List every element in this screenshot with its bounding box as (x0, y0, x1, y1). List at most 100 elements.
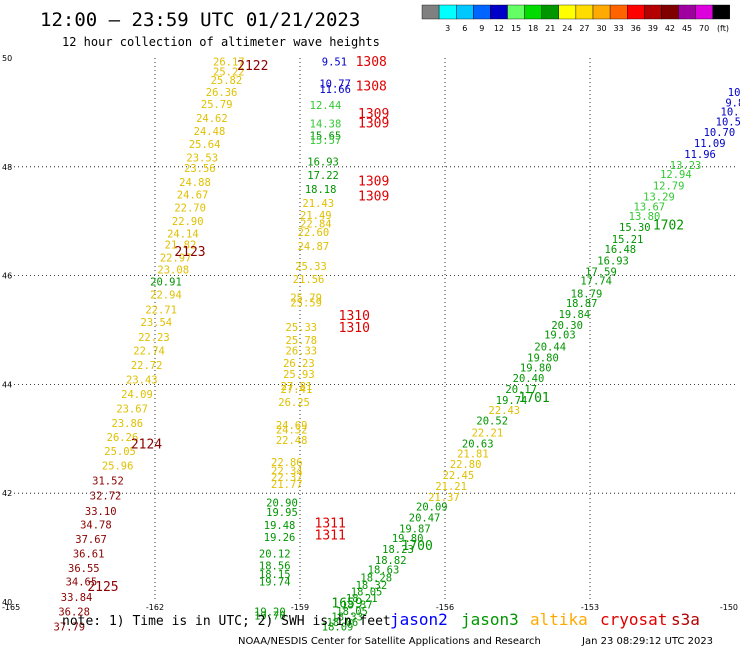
satellite-legend-jason2: jason2 (390, 610, 448, 629)
wave-value: 26.26 (107, 432, 139, 444)
wave-value: 13.80 (629, 211, 661, 223)
wave-value: 22.72 (131, 360, 163, 372)
colorbar-swatch (661, 4, 679, 20)
chart-title: 12:00 – 23:59 UTC 01/21/2023 (40, 9, 360, 31)
wave-value: 15.30 (619, 222, 651, 234)
wave-value: 21.77 (271, 479, 303, 491)
satellite-legend-cryosat: cryosat (600, 610, 667, 629)
track-time-label: 2122 (237, 59, 268, 74)
wave-value: 18.05 (351, 586, 383, 598)
wave-value: 21.43 (302, 198, 334, 210)
x-tick-label: -150 (720, 603, 738, 612)
wave-value: 18.79 (571, 288, 603, 300)
wave-value: 22.94 (150, 289, 182, 301)
colorbar-swatch (575, 4, 594, 20)
track-time-label: 2124 (131, 438, 162, 453)
wave-value: 25.22 (213, 66, 245, 78)
colorbar-swatch (421, 4, 440, 20)
wave-value: 19.48 (264, 520, 296, 532)
wave-value: 9.8 (725, 97, 740, 109)
wave-value: 19.95 (266, 507, 298, 519)
wave-value: 23.43 (126, 374, 158, 386)
wave-value: 19.80 (520, 362, 552, 374)
track-time-label: 1308 (356, 55, 387, 70)
wave-value: 25.05 (104, 446, 136, 458)
colorbar-label: 9 (479, 24, 484, 33)
colorbar-swatch (541, 4, 560, 20)
colorbar-swatch (438, 4, 457, 20)
wave-value: 10.77 (319, 78, 351, 90)
wave-value: 22.90 (172, 216, 204, 228)
track-time-label: 1311 (315, 516, 346, 531)
track-time-label: 1309 (358, 174, 389, 189)
colorbar-swatch (592, 4, 611, 20)
colorbar-label: 36 (631, 24, 641, 33)
wave-value: 11.66 (319, 84, 351, 96)
wave-value: 36.61 (73, 548, 105, 560)
wave-value: 21.21 (435, 481, 467, 493)
wave-value: 24.32 (276, 424, 308, 436)
wave-value: 21.49 (300, 210, 332, 222)
track-time-labels: 2122212321242125130813081309130913091309… (87, 55, 684, 611)
wave-value: 19.80 (392, 533, 424, 545)
wave-value: 21.81 (457, 448, 489, 460)
colorbar-swatch (490, 4, 508, 20)
wave-value: 20.47 (409, 512, 441, 524)
wave-value: 19.74 (496, 395, 528, 407)
wave-value: 37.79 (54, 621, 86, 633)
colorbar-swatch (558, 4, 577, 20)
colorbar-label: 39 (648, 24, 658, 33)
wave-value: 12.94 (660, 169, 692, 181)
wave-value: 26.17 (213, 57, 245, 69)
wave-value: 23.56 (184, 163, 216, 175)
track-time-label: 1702 (653, 218, 684, 233)
wave-value: 25.78 (286, 335, 318, 347)
track-time-label: 1309 (358, 190, 389, 205)
wave-value: 18.23 (382, 544, 414, 556)
wave-value: 25.79 (201, 99, 233, 111)
y-tick-label: 46 (2, 272, 12, 281)
track-time-label: 1308 (356, 80, 387, 95)
wave-value: 10.55 (716, 116, 740, 128)
colorbar-unit: (ft) (717, 24, 729, 33)
wave-value: 33.84 (61, 592, 93, 604)
wave-value: 18.28 (360, 572, 392, 584)
wave-height-values: 26.1725.2225.8226.3625.7924.6224.4825.64… (54, 57, 740, 634)
y-tick-label: 42 (2, 489, 12, 498)
wave-value: 12.79 (653, 181, 685, 193)
wave-value: 20.63 (462, 439, 494, 451)
wave-value: 23.86 (112, 418, 144, 430)
wave-value: 17.74 (580, 275, 612, 287)
track-time-label: 1700 (402, 539, 433, 554)
wave-value: 16.93 (597, 256, 629, 268)
wave-value: 13.29 (643, 192, 675, 204)
wave-value: 26.33 (286, 345, 318, 357)
wave-value: 22.43 (489, 405, 521, 417)
wave-value: 23.54 (141, 317, 173, 329)
wave-value: 17.22 (307, 170, 339, 182)
colorbar-swatch (524, 4, 542, 20)
colorbar-swatch (456, 4, 474, 20)
y-tick-label: 48 (2, 163, 12, 172)
wave-value: 25.93 (283, 369, 315, 381)
track-time-label: 1310 (339, 321, 370, 336)
track-time-label: 2125 (87, 580, 118, 595)
wave-value: 24.48 (194, 126, 226, 138)
y-tick-label: 44 (2, 380, 12, 389)
wave-value: 22.37 (271, 472, 303, 484)
wave-value: 34.65 (66, 577, 98, 589)
wave-value: 15.21 (612, 234, 644, 246)
wave-value: 24.09 (121, 389, 153, 401)
wave-value: 25.33 (295, 261, 327, 273)
footer-credit: NOAA/NESDIS Center for Satellite Applica… (238, 636, 541, 647)
wave-value: 22.45 (443, 470, 475, 482)
satellite-legend: jason2 jason3 altika cryosat s3a (390, 610, 700, 629)
wave-value: 20.17 (505, 384, 537, 396)
colorbar-label: 15 (511, 24, 521, 33)
wave-value: 22.71 (145, 305, 177, 317)
wave-value: 14.38 (310, 119, 342, 131)
wave-value: 24.88 (179, 177, 211, 189)
wave-value: 17.59 (585, 267, 617, 279)
wave-value: 21.82 (165, 239, 197, 251)
